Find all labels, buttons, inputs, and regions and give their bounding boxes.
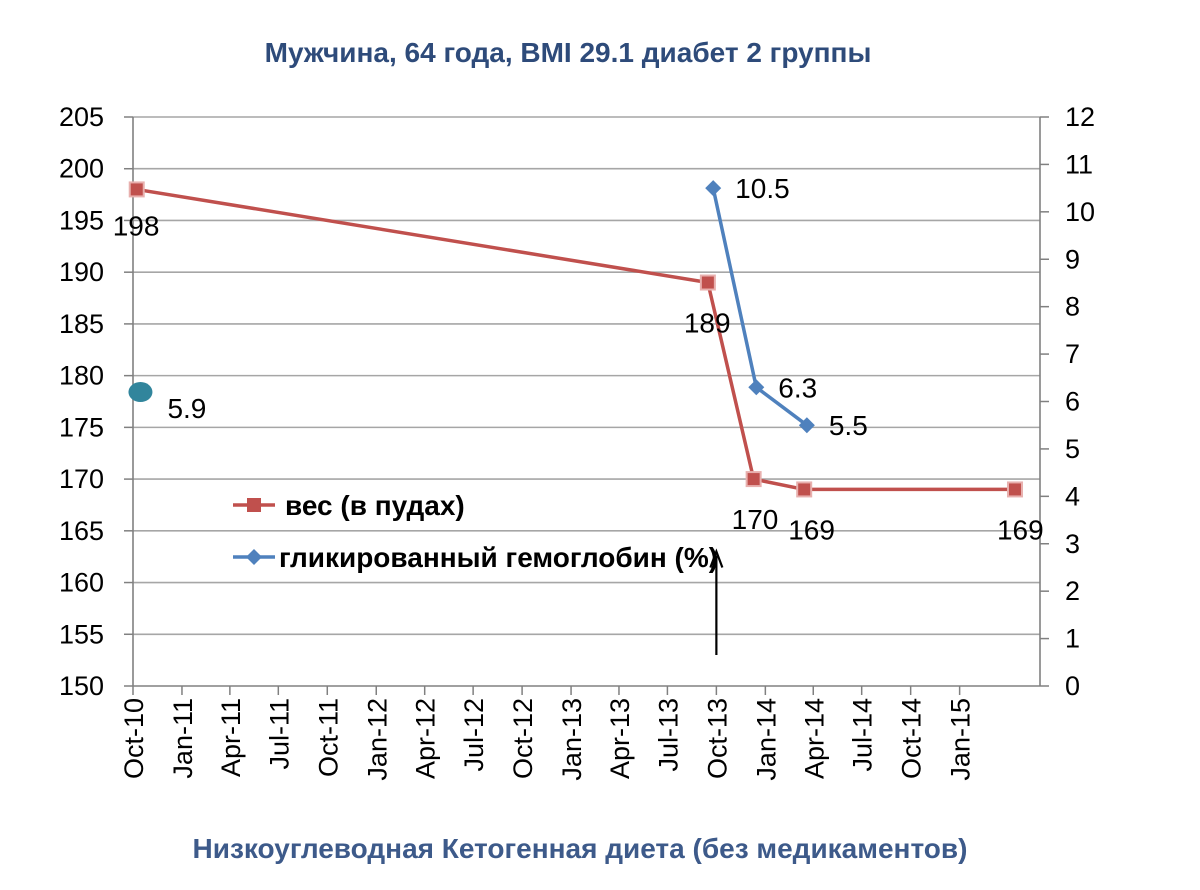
baseline-marker xyxy=(128,382,153,403)
data-label: 169 xyxy=(788,514,835,545)
legend: вес (в пудах) гликированный гемоглобин (%… xyxy=(233,490,718,573)
weight-marker xyxy=(1006,481,1023,498)
y-left-tick-label: 185 xyxy=(59,309,104,339)
legend-marker-hba1c xyxy=(246,549,262,565)
data-label: 170 xyxy=(732,504,779,535)
series: 198 189 170 169 169 10.5 6.3 5.5 xyxy=(113,173,1044,545)
y-left-ticks: 205 200 195 190 185 180 175 170 165 160 155 150 xyxy=(59,102,104,701)
annotations: 5.9 xyxy=(128,382,724,655)
x-tick-label: Jul-12 xyxy=(459,698,489,772)
chart-title: Мужчина, 64 года, BMI 29.1 диабет 2 груп… xyxy=(265,37,872,68)
y-left-tick-label: 180 xyxy=(59,361,104,391)
x-tick-label: Jan-11 xyxy=(168,698,198,779)
x-tick-label: Jul-13 xyxy=(653,698,683,772)
data-label: 189 xyxy=(684,308,731,339)
legend-label-weight: вес (в пудах) xyxy=(285,490,465,521)
x-tick-label: Oct-11 xyxy=(313,698,343,777)
data-label: 169 xyxy=(997,514,1044,545)
y-right-tick-label: 4 xyxy=(1065,481,1080,511)
weight-marker xyxy=(128,181,145,198)
y-right-tick-label: 1 xyxy=(1065,624,1080,654)
x-tick-label: Jul-14 xyxy=(848,698,878,772)
x-tick-label: Apr-11 xyxy=(216,698,246,777)
y-right-tick-label: 8 xyxy=(1065,292,1080,322)
y-right-tick-label: 11 xyxy=(1065,149,1093,179)
x-tick-label: Jan-13 xyxy=(557,698,587,781)
y-right-tick-label: 3 xyxy=(1065,529,1080,559)
y-right-tick-label: 0 xyxy=(1065,671,1080,701)
y-right-tick-label: 10 xyxy=(1065,197,1095,227)
x-tick-label: Jan-12 xyxy=(362,698,392,781)
y-left-tick-label: 200 xyxy=(59,154,104,184)
data-label: 6.3 xyxy=(778,372,817,403)
baseline-label: 5.9 xyxy=(167,393,206,424)
legend-marker-weight xyxy=(247,498,261,512)
data-label: 198 xyxy=(113,210,160,241)
y-right-tick-label: 2 xyxy=(1065,576,1080,606)
data-label: 10.5 xyxy=(735,173,790,204)
weight-marker xyxy=(699,274,716,291)
y-right-tick-label: 7 xyxy=(1065,339,1080,369)
y-right-tick-label: 9 xyxy=(1065,244,1080,274)
y-left-tick-label: 160 xyxy=(59,568,104,598)
x-tick-label: Jul-11 xyxy=(264,698,294,770)
y-right-tick-label: 12 xyxy=(1065,102,1095,132)
y-left-tick-label: 165 xyxy=(59,516,104,546)
x-tick-label: Jan-15 xyxy=(946,698,976,781)
y-left-tick-label: 195 xyxy=(59,205,104,235)
y-left-tick-label: 170 xyxy=(59,464,104,494)
weight-marker xyxy=(796,481,813,498)
x-tick-label: Oct-14 xyxy=(897,698,927,779)
y-left-tick-label: 150 xyxy=(59,671,104,701)
legend-label-hba1c: гликированный гемоглобин (%) xyxy=(279,542,718,573)
x-axis-title: Низкоуглеводная Кетогенная диета (без ме… xyxy=(193,833,968,864)
hba1c-marker xyxy=(798,417,815,434)
y-left-tick-label: 155 xyxy=(59,619,104,649)
x-tick-label: Apr-13 xyxy=(605,698,635,779)
x-tick-label: Oct-12 xyxy=(508,698,538,779)
x-tick-label: Jan-14 xyxy=(751,698,781,781)
hba1c-marker xyxy=(748,379,765,396)
x-ticks: Oct-10 Jan-11 Apr-11 Jul-11 Oct-11 Jan-12 Apr-… xyxy=(119,698,976,781)
y-left-tick-label: 190 xyxy=(59,257,104,287)
y-right-tick-label: 5 xyxy=(1065,434,1080,464)
x-tick-label: Apr-12 xyxy=(411,698,441,779)
hba1c-marker xyxy=(705,180,722,197)
axes xyxy=(124,116,1049,695)
x-tick-label: Oct-13 xyxy=(702,698,732,779)
x-tick-label: Apr-14 xyxy=(799,698,829,779)
weight-marker xyxy=(745,471,762,488)
y-left-tick-label: 205 xyxy=(59,102,104,132)
arrow-head xyxy=(709,548,724,568)
series-line xyxy=(136,187,1015,492)
grid-lines xyxy=(133,116,1040,636)
data-label: 5.5 xyxy=(829,410,868,441)
x-tick-label: Oct-10 xyxy=(119,698,149,779)
y-left-tick-label: 175 xyxy=(59,412,104,442)
y-right-tick-label: 6 xyxy=(1065,387,1080,417)
